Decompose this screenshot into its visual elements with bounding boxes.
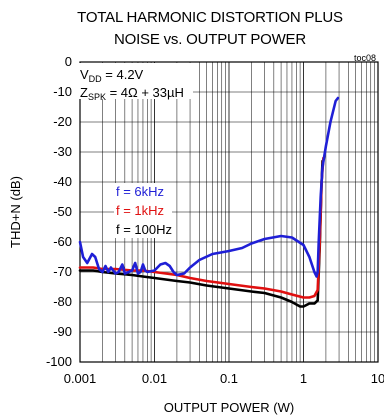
condition-vdd: VDD = 4.2V — [80, 67, 144, 84]
y-tick-label: -60 — [53, 234, 72, 249]
y-axis-label: THD+N (dB) — [8, 176, 23, 248]
y-tick-label: -40 — [53, 174, 72, 189]
condition-zspk: ZSPK = 4Ω + 33µH — [80, 85, 184, 102]
y-tick-label: -50 — [53, 204, 72, 219]
legend-item-100hz: f = 100Hz — [116, 222, 172, 237]
y-tick-label: -70 — [53, 264, 72, 279]
x-tick-label: 1 — [300, 371, 307, 386]
grid — [80, 62, 378, 362]
y-tick-label: -80 — [53, 294, 72, 309]
series-layer — [78, 96, 340, 308]
y-tick-label: -20 — [53, 114, 72, 129]
figure-id: toc08 — [354, 53, 376, 63]
y-tick-label: -100 — [46, 354, 72, 369]
conditions-box-bg — [77, 63, 193, 99]
series-100hz-line — [78, 159, 324, 308]
legend-item-6khz: f = 6kHz — [116, 184, 164, 199]
x-axis-label: OUTPUT POWER (W) — [164, 400, 294, 415]
legend: f = 6kHz f = 1kHz f = 100Hz — [114, 183, 172, 238]
legend-bg — [114, 183, 172, 238]
chart-title-line-1: TOTAL HARMONIC DISTORTION PLUS — [77, 9, 343, 26]
y-tick-label: 0 — [65, 54, 72, 69]
legend-item-1khz: f = 1kHz — [116, 203, 164, 218]
x-tick-label: 10 — [371, 371, 384, 386]
x-tick-label: 0.1 — [220, 371, 238, 386]
plot-frame — [79, 61, 379, 363]
y-tick-label: -90 — [53, 324, 72, 339]
x-tick-label: 0.01 — [142, 371, 167, 386]
y-tick-label: -10 — [53, 84, 72, 99]
x-tick-label: 0.001 — [64, 371, 97, 386]
y-tick-label: -30 — [53, 144, 72, 159]
tick-labels: 0 -10 -20 -30 -40 -50 -60 -70 -80 -90 -100 0.001 0.0… — [46, 54, 384, 386]
series-6khz-line — [78, 96, 340, 278]
chart-title-line-2: NOISE vs. OUTPUT POWER — [113, 31, 306, 48]
